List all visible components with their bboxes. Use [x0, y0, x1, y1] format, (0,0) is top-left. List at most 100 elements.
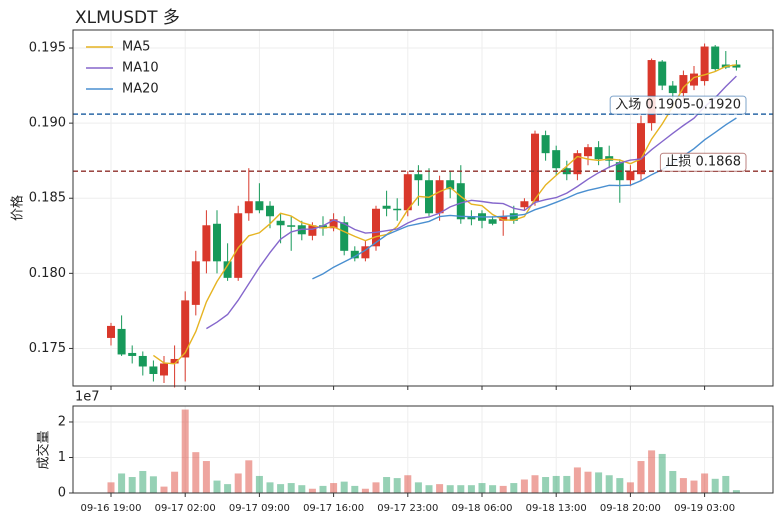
x-tick-label: 09-17 02:00 — [155, 503, 216, 514]
candle-body — [403, 174, 412, 211]
volume-bar — [467, 485, 475, 493]
volume-bar — [436, 484, 444, 493]
volume-bar — [202, 461, 210, 493]
y-axis-label: 价格 — [10, 195, 26, 221]
legend-label: MA5 — [122, 40, 150, 55]
volume-bar — [107, 482, 115, 493]
candle-body — [509, 213, 518, 221]
volume-frame — [72, 405, 774, 494]
volume-bar — [658, 453, 666, 493]
y-tick-label: 0.190 — [29, 116, 66, 131]
x-tick-label: 09-17 09:00 — [229, 503, 290, 514]
ma-line — [206, 75, 737, 330]
volume-bar — [245, 460, 253, 493]
candle-body — [213, 223, 221, 262]
volume-bar — [679, 478, 687, 493]
volume-bar — [616, 478, 624, 493]
y-tick-label: 0.185 — [29, 191, 66, 206]
volume-bar — [171, 471, 179, 493]
volume-bar — [446, 485, 454, 493]
candle-body — [107, 325, 115, 338]
volume-bar — [255, 475, 263, 493]
candle-body — [414, 174, 423, 181]
candle-body — [117, 328, 126, 355]
volume-bar — [584, 471, 592, 493]
level-label-box — [609, 95, 747, 115]
candle-body — [573, 153, 582, 175]
volume-bar — [308, 488, 316, 493]
candle-body — [584, 147, 592, 157]
candle-body — [393, 208, 402, 211]
volume-bar — [340, 481, 348, 493]
candle-body — [255, 201, 264, 211]
candle-body — [732, 64, 741, 68]
legend-label: MA10 — [122, 61, 159, 76]
candle-body — [637, 123, 645, 175]
level-label-box — [659, 152, 747, 172]
volume-bar — [457, 485, 465, 493]
x-tick-label: 09-18 06:00 — [451, 503, 512, 514]
candle-body — [170, 358, 179, 364]
volume-bar — [383, 477, 391, 493]
volume-bar — [266, 482, 274, 493]
candle-body — [700, 46, 709, 82]
volume-bar — [128, 477, 136, 493]
volume-axis-label: 成交量 — [36, 430, 52, 469]
candle-body — [128, 352, 137, 356]
volume-bar — [701, 473, 709, 493]
volume-bar — [404, 475, 412, 493]
volume-bar — [595, 472, 603, 493]
volume-bar — [414, 482, 422, 493]
candle-body — [446, 180, 455, 190]
candle-body — [690, 73, 698, 86]
candle-body — [350, 250, 359, 259]
candle-body — [308, 225, 317, 236]
candle-body — [319, 225, 327, 229]
volume-bar — [711, 478, 719, 493]
volume-bar — [732, 490, 740, 493]
y-tick-label: 0 — [58, 486, 66, 501]
candle-body — [223, 261, 232, 278]
volume-bar — [139, 470, 147, 493]
candle-body — [647, 60, 656, 124]
candle-body — [266, 205, 274, 217]
candle-body — [435, 180, 444, 214]
candle-body — [467, 216, 476, 220]
candle-body — [234, 213, 243, 278]
volume-bar — [393, 478, 401, 493]
x-tick-label: 09-16 19:00 — [80, 503, 141, 514]
level-label: 入场 0.1905-0.1920 — [615, 98, 741, 113]
volume-bar — [372, 482, 380, 493]
candle-body — [626, 171, 635, 181]
y-tick-label: 2 — [58, 414, 66, 429]
volume-bar — [520, 479, 528, 493]
volume-bar — [510, 483, 518, 493]
volume-bar — [192, 452, 200, 493]
candle-body — [541, 135, 550, 154]
volume-bar — [563, 475, 571, 493]
volume-bar — [319, 485, 327, 493]
candle-body — [520, 201, 529, 208]
y-tick-label: 0.195 — [29, 41, 66, 56]
candle-body — [488, 219, 497, 224]
volume-bar — [425, 485, 433, 493]
volume-bar — [277, 484, 285, 493]
volume-bar — [234, 473, 242, 493]
volume-bar — [531, 475, 539, 493]
legend-label: MA20 — [122, 82, 159, 97]
volume-bar — [499, 485, 507, 493]
x-tick-label: 09-18 20:00 — [600, 503, 661, 514]
candle-body — [202, 225, 211, 262]
candle-body — [456, 183, 465, 220]
volume-bar — [626, 482, 634, 493]
candle-body — [711, 46, 720, 70]
volume-bar — [287, 483, 295, 493]
volume-bar — [298, 485, 306, 493]
volume-bar — [722, 475, 730, 493]
volume-bar — [637, 461, 645, 493]
volume-bar — [118, 473, 126, 493]
volume-bar — [542, 477, 550, 493]
x-tick-label: 09-17 23:00 — [377, 503, 438, 514]
candle-body — [181, 300, 190, 358]
